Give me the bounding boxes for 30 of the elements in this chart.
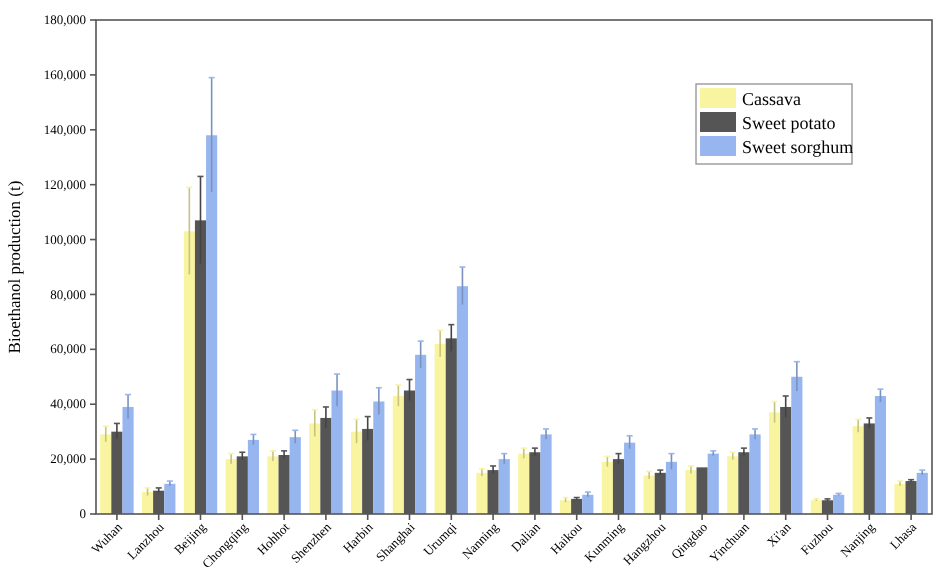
- bar: [852, 426, 864, 514]
- bar: [727, 456, 739, 514]
- bar: [665, 461, 678, 514]
- bar: [141, 492, 154, 514]
- bar: [582, 494, 594, 514]
- bar: [749, 434, 761, 514]
- bar: [624, 442, 636, 514]
- bar: [894, 483, 906, 514]
- bar: [685, 470, 697, 514]
- bar: [540, 434, 552, 514]
- bar: [601, 461, 613, 514]
- bar: [289, 437, 301, 514]
- bar: [518, 453, 530, 514]
- bar: [874, 395, 887, 514]
- bar: [643, 475, 655, 514]
- bar: [498, 459, 510, 514]
- bar: [810, 500, 822, 514]
- bar: [916, 472, 928, 514]
- y-axis-title: Bioethanol production (t): [4, 180, 24, 354]
- legend-label: Cassava: [742, 89, 801, 109]
- bar: [100, 434, 112, 514]
- legend-label: Sweet potato: [742, 113, 837, 133]
- legend-label: Sweet sorghum: [742, 137, 854, 157]
- bar: [707, 453, 719, 514]
- bar: [833, 494, 845, 514]
- bar: [476, 472, 488, 514]
- bar: [247, 439, 260, 514]
- bar: [267, 456, 279, 514]
- bar: [225, 459, 237, 514]
- bar: [164, 483, 176, 514]
